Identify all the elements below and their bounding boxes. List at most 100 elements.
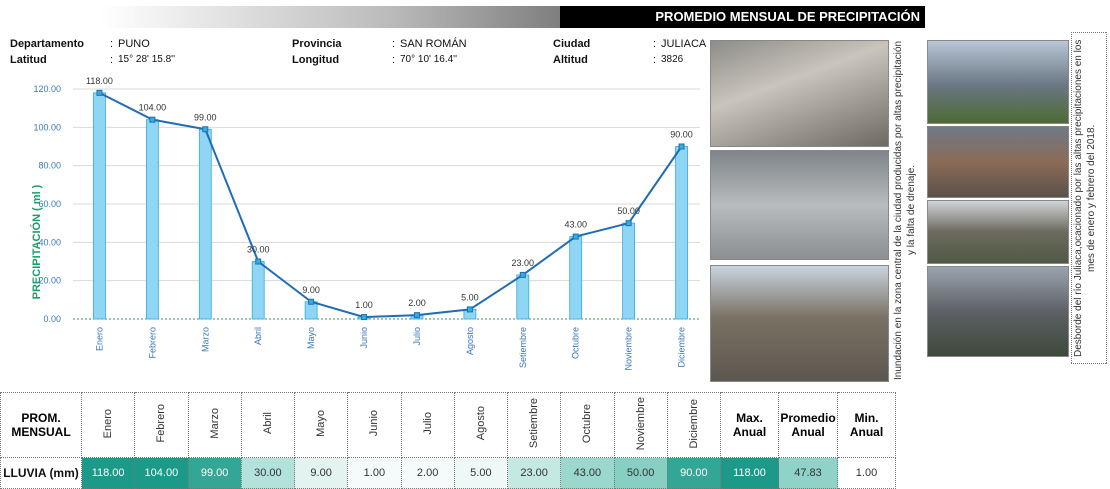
photo [927,200,1069,264]
y-tick-label: 0.00 [43,314,61,324]
info-value: 70° 10' 16.4'' [400,54,457,65]
table-header-cell: Noviembre [614,393,667,458]
info-separator: : [110,38,113,50]
data-label: 30.00 [247,245,270,255]
photo [710,40,889,147]
table-header-cell: Marzo [188,393,241,458]
table-header-cell: Promedio Anual [779,393,838,458]
table-cell: 90.00 [667,458,720,489]
table-cell: 1.00 [348,458,401,489]
line-marker [520,272,525,277]
data-label: 104.00 [139,103,167,113]
line-marker [150,117,155,122]
info-separator: : [392,38,395,50]
info-value: SAN ROMÁN [400,38,467,50]
line-marker [414,313,419,318]
photo [927,126,1069,198]
table-header-row: PROM. MENSUAL Enero Febrero Marzo Abril Mayo J… [1,393,896,458]
table-cell: 30.00 [241,458,294,489]
table-cell: 23.00 [508,458,561,489]
month-header: Setiembre [528,398,540,448]
month-header: Enero [102,409,114,438]
y-tick-label: 20.00 [38,276,61,286]
month-header: Diciembre [688,399,700,449]
x-tick-label: Enero [94,327,104,351]
month-header: Junio [368,410,380,436]
table-cell: 118.00 [82,458,135,489]
x-tick-label: Diciembre [677,327,687,368]
data-label: 2.00 [408,298,426,308]
x-tick-label: Abril [253,327,263,345]
x-tick-label: Febrero [147,327,157,359]
bar [570,237,582,319]
line-marker [203,127,208,132]
x-tick-label: Noviembre [624,327,634,371]
photo-caption: Desborde del río Juliaca,ocacionado por … [1071,32,1107,364]
title: PROMEDIO MENSUAL DE PRECIPITACIÓN [560,6,925,28]
line-marker [309,299,314,304]
month-header: Abril [262,412,274,434]
info-separator: : [392,54,395,66]
chart: PRECIPITACIÓN ( ml ) 0.0020.0040.0060.00… [0,72,708,387]
table-cell: 118.00 [721,458,779,489]
bar [146,120,158,319]
line-marker [467,307,472,312]
table-cell: 43.00 [561,458,614,489]
table-header-cell: PROM. MENSUAL [1,393,82,458]
bar [623,223,635,319]
month-header: Julio [422,412,434,435]
data-label: 118.00 [86,76,113,86]
info-value: 15° 28' 15.8'' [118,54,175,65]
y-tick-label: 80.00 [38,161,61,171]
data-label: 90.00 [670,130,693,140]
x-tick-label: Agosto [465,327,475,355]
line-marker [362,315,367,320]
data-label: 43.00 [564,220,587,230]
y-tick-label: 60.00 [38,199,61,209]
line-marker [97,90,102,95]
x-tick-label: Octubre [571,327,581,359]
table-header-cell: Diciembre [667,393,720,458]
y-tick-label: 40.00 [38,237,61,247]
table-cell: LLUVIA (mm) [1,458,82,489]
info-separator: : [653,38,656,50]
table-cell: 1.00 [838,458,896,489]
info-label: Longitud [292,54,339,66]
month-header: Febrero [155,404,167,443]
x-tick-label: Marzo [200,327,210,352]
table-cell: 9.00 [295,458,348,489]
data-label: 99.00 [194,112,217,122]
table-header-cell: Junio [348,393,401,458]
info-label: Latitud [10,54,47,66]
table-cell: 104.00 [135,458,188,489]
photo [927,40,1069,124]
month-header: Agosto [475,406,487,440]
line [99,93,681,317]
x-tick-label: Julio [412,327,422,346]
info-value: 3826 [661,54,683,65]
month-header: Marzo [209,408,221,439]
table-row: LLUVIA (mm)118.00104.0099.0030.009.001.0… [1,458,896,489]
month-header: Mayo [315,410,327,437]
table-header-cell: Enero [82,393,135,458]
bar [93,93,105,319]
info-separator: : [110,54,113,66]
bar [676,147,688,320]
photo [927,266,1069,357]
table-header-cell: Max. Anual [721,393,779,458]
photo [710,265,889,382]
table-header-cell: Mayo [295,393,348,458]
month-header: Octubre [581,404,593,443]
table-header-cell: Min. Anual [838,393,896,458]
line-marker [256,259,261,264]
bar [252,262,264,320]
info-label: Altitud [553,54,588,66]
table-header-cell: Abril [241,393,294,458]
table-header-cell: Octubre [561,393,614,458]
line-marker [573,234,578,239]
table-header-cell: Febrero [135,393,188,458]
data-label: 5.00 [461,292,479,302]
info-separator: : [653,54,656,66]
info-label: Provincia [292,38,342,50]
